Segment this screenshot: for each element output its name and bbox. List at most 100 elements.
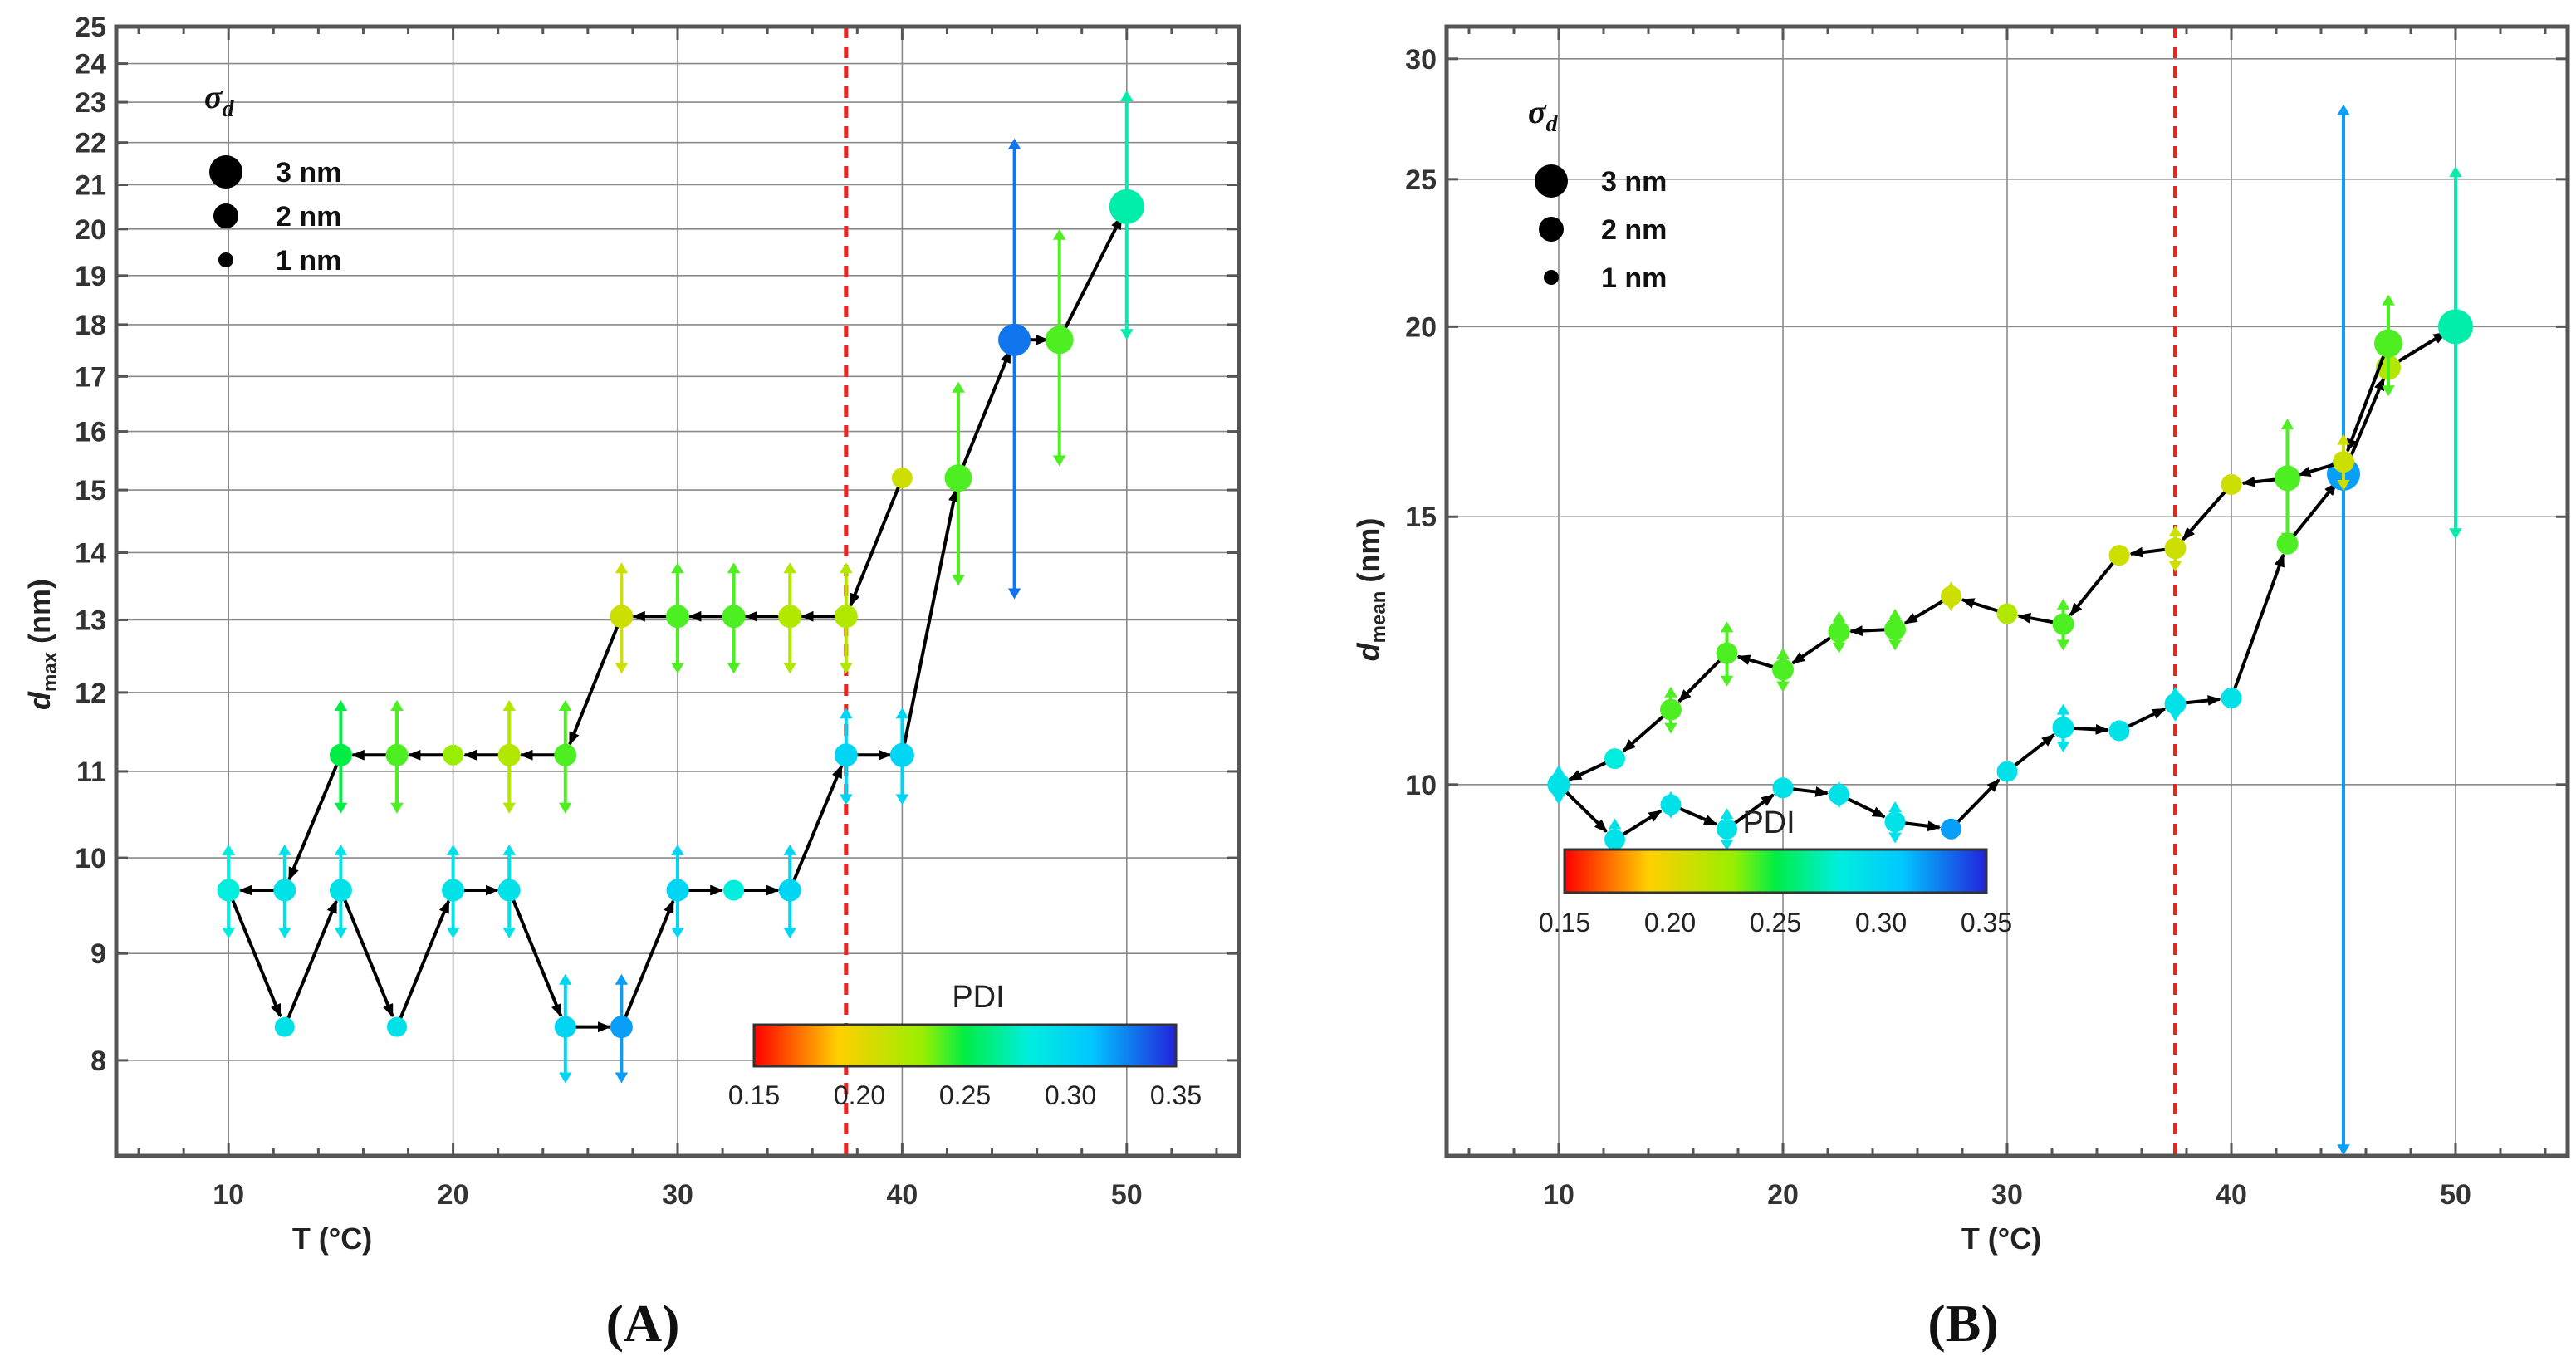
panel-b-colorbar-tick-2: 0.25 bbox=[1750, 908, 1801, 938]
panel-a-cooling-error-cap-top-7 bbox=[502, 700, 516, 712]
panel-b-cooling-error-cap-bottom-6 bbox=[2056, 639, 2070, 651]
panel-a-heating-point-11 bbox=[834, 743, 858, 767]
panel-b-legend-marker-3nm bbox=[1535, 164, 1568, 198]
panel-b-heating-error-cap-bottom-9 bbox=[2056, 741, 2070, 752]
panel-b-cooling-error-cap-bottom-1 bbox=[2337, 480, 2350, 492]
panel-b-cooling-connector-12 bbox=[1677, 652, 1728, 703]
panel-a-cooling-point-9 bbox=[385, 743, 409, 766]
panel-a-heating-connector-5 bbox=[507, 889, 563, 1018]
panel-a-heating-point-16 bbox=[1109, 189, 1144, 224]
panel-a-heating-error-cap-top-14 bbox=[1007, 138, 1021, 149]
panel-a-cooling-error-cap-bottom-12 bbox=[222, 928, 235, 939]
panel-a-cooling-point-1 bbox=[834, 605, 858, 629]
panel-a-cooling-point-8 bbox=[443, 744, 464, 766]
panel-b-heating-point-11 bbox=[2164, 693, 2187, 715]
panel-a-heating-error-cap-top-16 bbox=[1120, 90, 1134, 101]
panel-b-colorbar-frame bbox=[1563, 848, 1988, 894]
panel-a-heating-error-cap-bottom-6 bbox=[559, 1072, 572, 1084]
panel-b-heating-error-cap-bottom-16 bbox=[2449, 528, 2462, 540]
panel-b-y-tick-label-20: 20 bbox=[1405, 311, 1437, 343]
panel-a-y-tick-label-12: 12 bbox=[75, 678, 106, 709]
panel-b-cooling-error-cap-bottom-2 bbox=[2280, 532, 2294, 544]
panel-b-cooling-points bbox=[1547, 329, 2402, 796]
panel-b-cooling-error-cap-top-4 bbox=[2168, 525, 2182, 536]
panel-a-cooling-error-cap-top-5 bbox=[615, 562, 629, 574]
panel-a-heating-error-cap-top-15 bbox=[1052, 228, 1066, 240]
panel-a-cooling-error-cap-bottom-5 bbox=[615, 663, 629, 674]
panel-b-colorbar-title: PDI bbox=[1742, 805, 1795, 840]
panel-a-y-axis-main: d bbox=[22, 691, 56, 710]
panel-a-heating-connector-3 bbox=[395, 899, 451, 1028]
panel-a-heating-connector-10 bbox=[788, 764, 844, 891]
panel-b-legend-marker-1nm bbox=[1544, 270, 1559, 285]
panel-a-cooling-error-cap-top-2 bbox=[783, 562, 796, 574]
panel-b-cooling-point-12 bbox=[1716, 642, 1738, 664]
panel-a-heating-error-cap-bottom-16 bbox=[1120, 329, 1134, 340]
panel-b-colorbar-tick-1: 0.20 bbox=[1644, 908, 1696, 938]
panel-b-heating-error-cap-top-16 bbox=[2449, 166, 2462, 178]
panel-a-heating-error-cap-bottom-2 bbox=[334, 928, 348, 939]
panel-a-cooling-error-bars bbox=[222, 562, 853, 939]
panel-a-y-tick-label-18: 18 bbox=[75, 310, 106, 341]
panel-b-ticks: 10 20 30 40 50 10 15 20 25 30 bbox=[1405, 27, 2568, 1211]
panel-b-x-tick-label-20: 20 bbox=[1767, 1179, 1799, 1211]
panel-a-colorbar-title: PDI bbox=[952, 980, 1004, 1015]
panel-a-cooling-point-2 bbox=[778, 605, 802, 629]
panel-b-cooling-point-14 bbox=[1604, 748, 1625, 770]
panel-a-heating-point-3 bbox=[387, 1016, 407, 1037]
panel-b-cooling-point-6 bbox=[2052, 613, 2074, 635]
panel-b-cooling-point-9 bbox=[1884, 618, 1906, 640]
panel-a-heating-point-10 bbox=[778, 879, 801, 902]
panel-b-heating-error-cap-top-3 bbox=[1720, 808, 1734, 820]
panel-a-heating-point-9 bbox=[723, 879, 745, 901]
panel-a-cooling-point-7 bbox=[497, 743, 521, 766]
panel-b-y-tick-label-10: 10 bbox=[1405, 770, 1437, 801]
panel-a-y-tick-label-23: 23 bbox=[75, 87, 106, 119]
panel-a-heating-point-6 bbox=[554, 1016, 576, 1038]
panel-b-grid bbox=[1447, 27, 2568, 1156]
panel-a-series bbox=[217, 90, 1144, 1084]
panel-a-y-tick-label-8: 8 bbox=[91, 1045, 106, 1077]
panel-a-cooling-points bbox=[217, 468, 913, 902]
panel-b-cooling-error-cap-top-0 bbox=[2382, 294, 2395, 306]
panel-a-cooling-error-cap-bottom-3 bbox=[727, 663, 741, 674]
panel-a-heating-error-cap-top-6 bbox=[559, 973, 572, 985]
panel-a-heating-point-2 bbox=[329, 879, 352, 902]
panel-a-y-axis-title: dmax (nm) bbox=[22, 579, 61, 710]
panel-a-heating-error-cap-top-13 bbox=[952, 381, 965, 393]
panel-b-x-tick-label-30: 30 bbox=[1991, 1179, 2023, 1211]
panel-b-heating-point-5 bbox=[1829, 784, 1849, 805]
panel-b-cooling-point-1 bbox=[2333, 451, 2354, 473]
panel-a-heating-error-cap-top-10 bbox=[783, 844, 796, 855]
panel-b-heating-point-7 bbox=[1941, 818, 1961, 840]
panel-a-colorbar-tick-0: 0.15 bbox=[728, 1080, 780, 1110]
panel-a-y-tick-label-25: 25 bbox=[75, 12, 106, 43]
panel-b-legend-marker-2nm bbox=[1539, 217, 1564, 242]
panel-b-legend-label-2nm: 2 nm bbox=[1601, 214, 1667, 246]
panel-b-chart: 10 20 30 40 50 10 15 20 25 30 T (°C) dmean (nm) σ… bbox=[1351, 24, 2570, 1353]
panel-a-heating-point-5 bbox=[497, 879, 521, 902]
panel-a-cooling-error-cap-top-10 bbox=[334, 700, 348, 712]
panel-b-cooling-error-cap-bottom-12 bbox=[1720, 675, 1734, 687]
panel-a-cooling-connectors bbox=[238, 477, 904, 896]
panel-a-cooling-error-cap-top-12 bbox=[222, 844, 235, 855]
panel-a-x-tick-label-30: 30 bbox=[662, 1179, 693, 1211]
panel-a-heating-point-8 bbox=[666, 879, 689, 902]
panel-b-heating-connector-12 bbox=[2230, 553, 2285, 699]
panel-b-heating-connector-13 bbox=[2285, 482, 2338, 545]
panel-a-colorbar-tick-3: 0.30 bbox=[1045, 1080, 1096, 1110]
panel-a-cooling-error-cap-bottom-11 bbox=[278, 928, 291, 939]
panel-b-label: (B) bbox=[1927, 1294, 1998, 1353]
panel-b-legend: σd 3 nm 2 nm 1 nm bbox=[1528, 93, 1667, 294]
panel-a-x-tick-label-40: 40 bbox=[886, 1179, 918, 1211]
panel-b-heating-error-cap-bottom-14 bbox=[2337, 1144, 2350, 1156]
panel-b-y-tick-label-15: 15 bbox=[1405, 502, 1437, 533]
panel-b-heating-point-6 bbox=[1884, 811, 1906, 833]
panel-a-y-tick-label-22: 22 bbox=[75, 128, 106, 159]
panel-a-heating-connector-15 bbox=[1057, 215, 1124, 341]
panel-a-x-tick-label-50: 50 bbox=[1111, 1179, 1143, 1211]
panel-a-y-tick-label-9: 9 bbox=[91, 938, 106, 970]
panel-a-heating-error-cap-top-4 bbox=[446, 844, 460, 855]
panel-a-legend-marker-2nm bbox=[213, 203, 238, 228]
